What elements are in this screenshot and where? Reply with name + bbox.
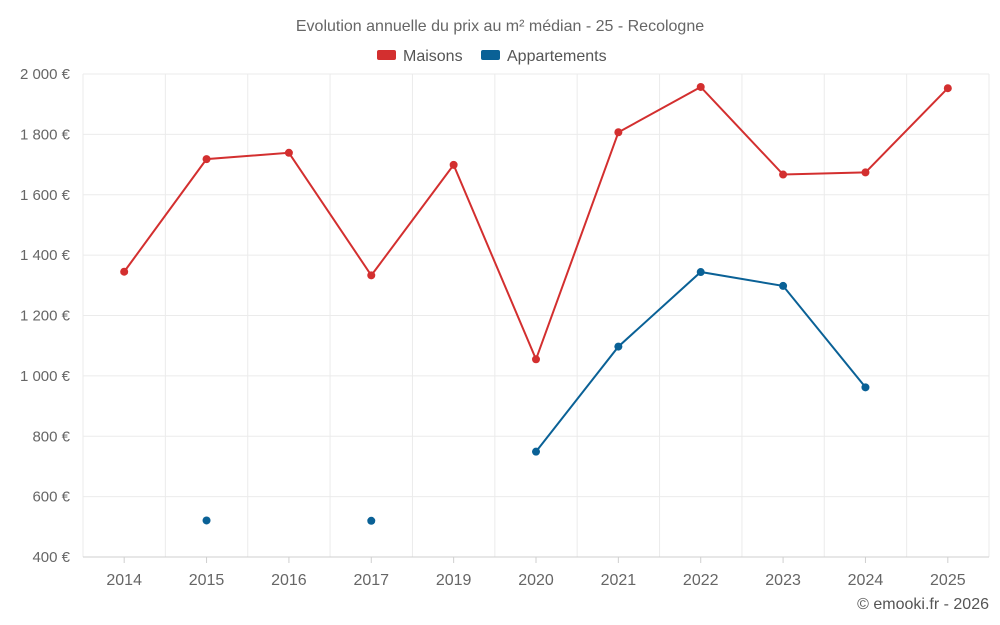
x-tick-label: 2016 — [271, 572, 307, 589]
y-tick-label: 1 000 € — [20, 368, 71, 385]
x-tick-label: 2019 — [436, 572, 472, 589]
data-point-maisons-2014[interactable] — [120, 267, 129, 276]
x-tick-label: 2021 — [601, 572, 637, 589]
data-point-maisons-2017[interactable] — [367, 271, 376, 280]
legend-swatch-maisons[interactable] — [377, 50, 396, 60]
data-point-maisons-2019[interactable] — [449, 160, 458, 169]
legend-label-maisons[interactable]: Maisons — [403, 48, 463, 65]
y-tick-label: 600 € — [32, 489, 70, 506]
y-tick-label: 1 400 € — [20, 247, 71, 264]
data-point-maisons-2016[interactable] — [284, 148, 293, 157]
y-axis: 400 € 600 € 800 € 1 000 € 1 200 € 1 400 € 1 60… — [20, 66, 71, 566]
x-tick-label: 2025 — [930, 572, 966, 589]
y-tick-label: 1 600 € — [20, 187, 71, 204]
x-axis: 2014 2015 2016 2017 2019 2020 2021 2022 2023 2024… — [83, 556, 989, 589]
y-tick-label: 1 800 € — [20, 126, 71, 143]
x-tick-label: 2024 — [848, 572, 884, 589]
data-point-maisons-2022[interactable] — [696, 82, 705, 91]
data-point-maisons-2024[interactable] — [861, 168, 870, 177]
grid — [82, 73, 990, 557]
legend: Maisons Appartements — [377, 48, 607, 65]
series-line-appartements — [535, 270, 867, 453]
chart-title: Evolution annuelle du prix au m² médian … — [296, 18, 704, 35]
y-tick-label: 1 200 € — [20, 308, 71, 325]
x-tick-label: 2015 — [189, 572, 225, 589]
legend-swatch-appartements[interactable] — [481, 50, 500, 60]
series-appartements — [202, 268, 870, 525]
x-tick-label: 2022 — [683, 572, 719, 589]
y-tick-label: 400 € — [32, 549, 70, 566]
x-tick-label: 2020 — [518, 572, 554, 589]
x-tick-label: 2023 — [765, 572, 801, 589]
data-point-maisons-2025[interactable] — [943, 84, 952, 93]
legend-label-appartements[interactable]: Appartements — [507, 48, 607, 65]
y-tick-label: 2 000 € — [20, 66, 71, 83]
x-tick-label: 2017 — [353, 572, 389, 589]
credit-text: © emooki.fr - 2026 — [857, 596, 989, 613]
y-tick-label: 800 € — [32, 428, 70, 445]
data-point-appartements-2017[interactable] — [367, 516, 376, 525]
data-point-appartements-2020[interactable] — [532, 447, 540, 456]
data-point-maisons-2021[interactable] — [614, 128, 623, 137]
data-point-appartements-2024[interactable] — [861, 383, 870, 392]
data-point-maisons-2023[interactable] — [779, 170, 788, 179]
data-point-appartements-2023[interactable] — [779, 281, 788, 290]
series-maisons — [120, 82, 952, 364]
data-point-appartements-2015[interactable] — [202, 516, 211, 525]
data-point-appartements-2022[interactable] — [696, 268, 705, 277]
series — [120, 82, 952, 525]
data-point-appartements-2021[interactable] — [614, 342, 623, 351]
data-point-maisons-2015[interactable] — [202, 155, 211, 164]
x-tick-label: 2014 — [106, 572, 142, 589]
data-point-maisons-2020[interactable] — [532, 355, 540, 364]
